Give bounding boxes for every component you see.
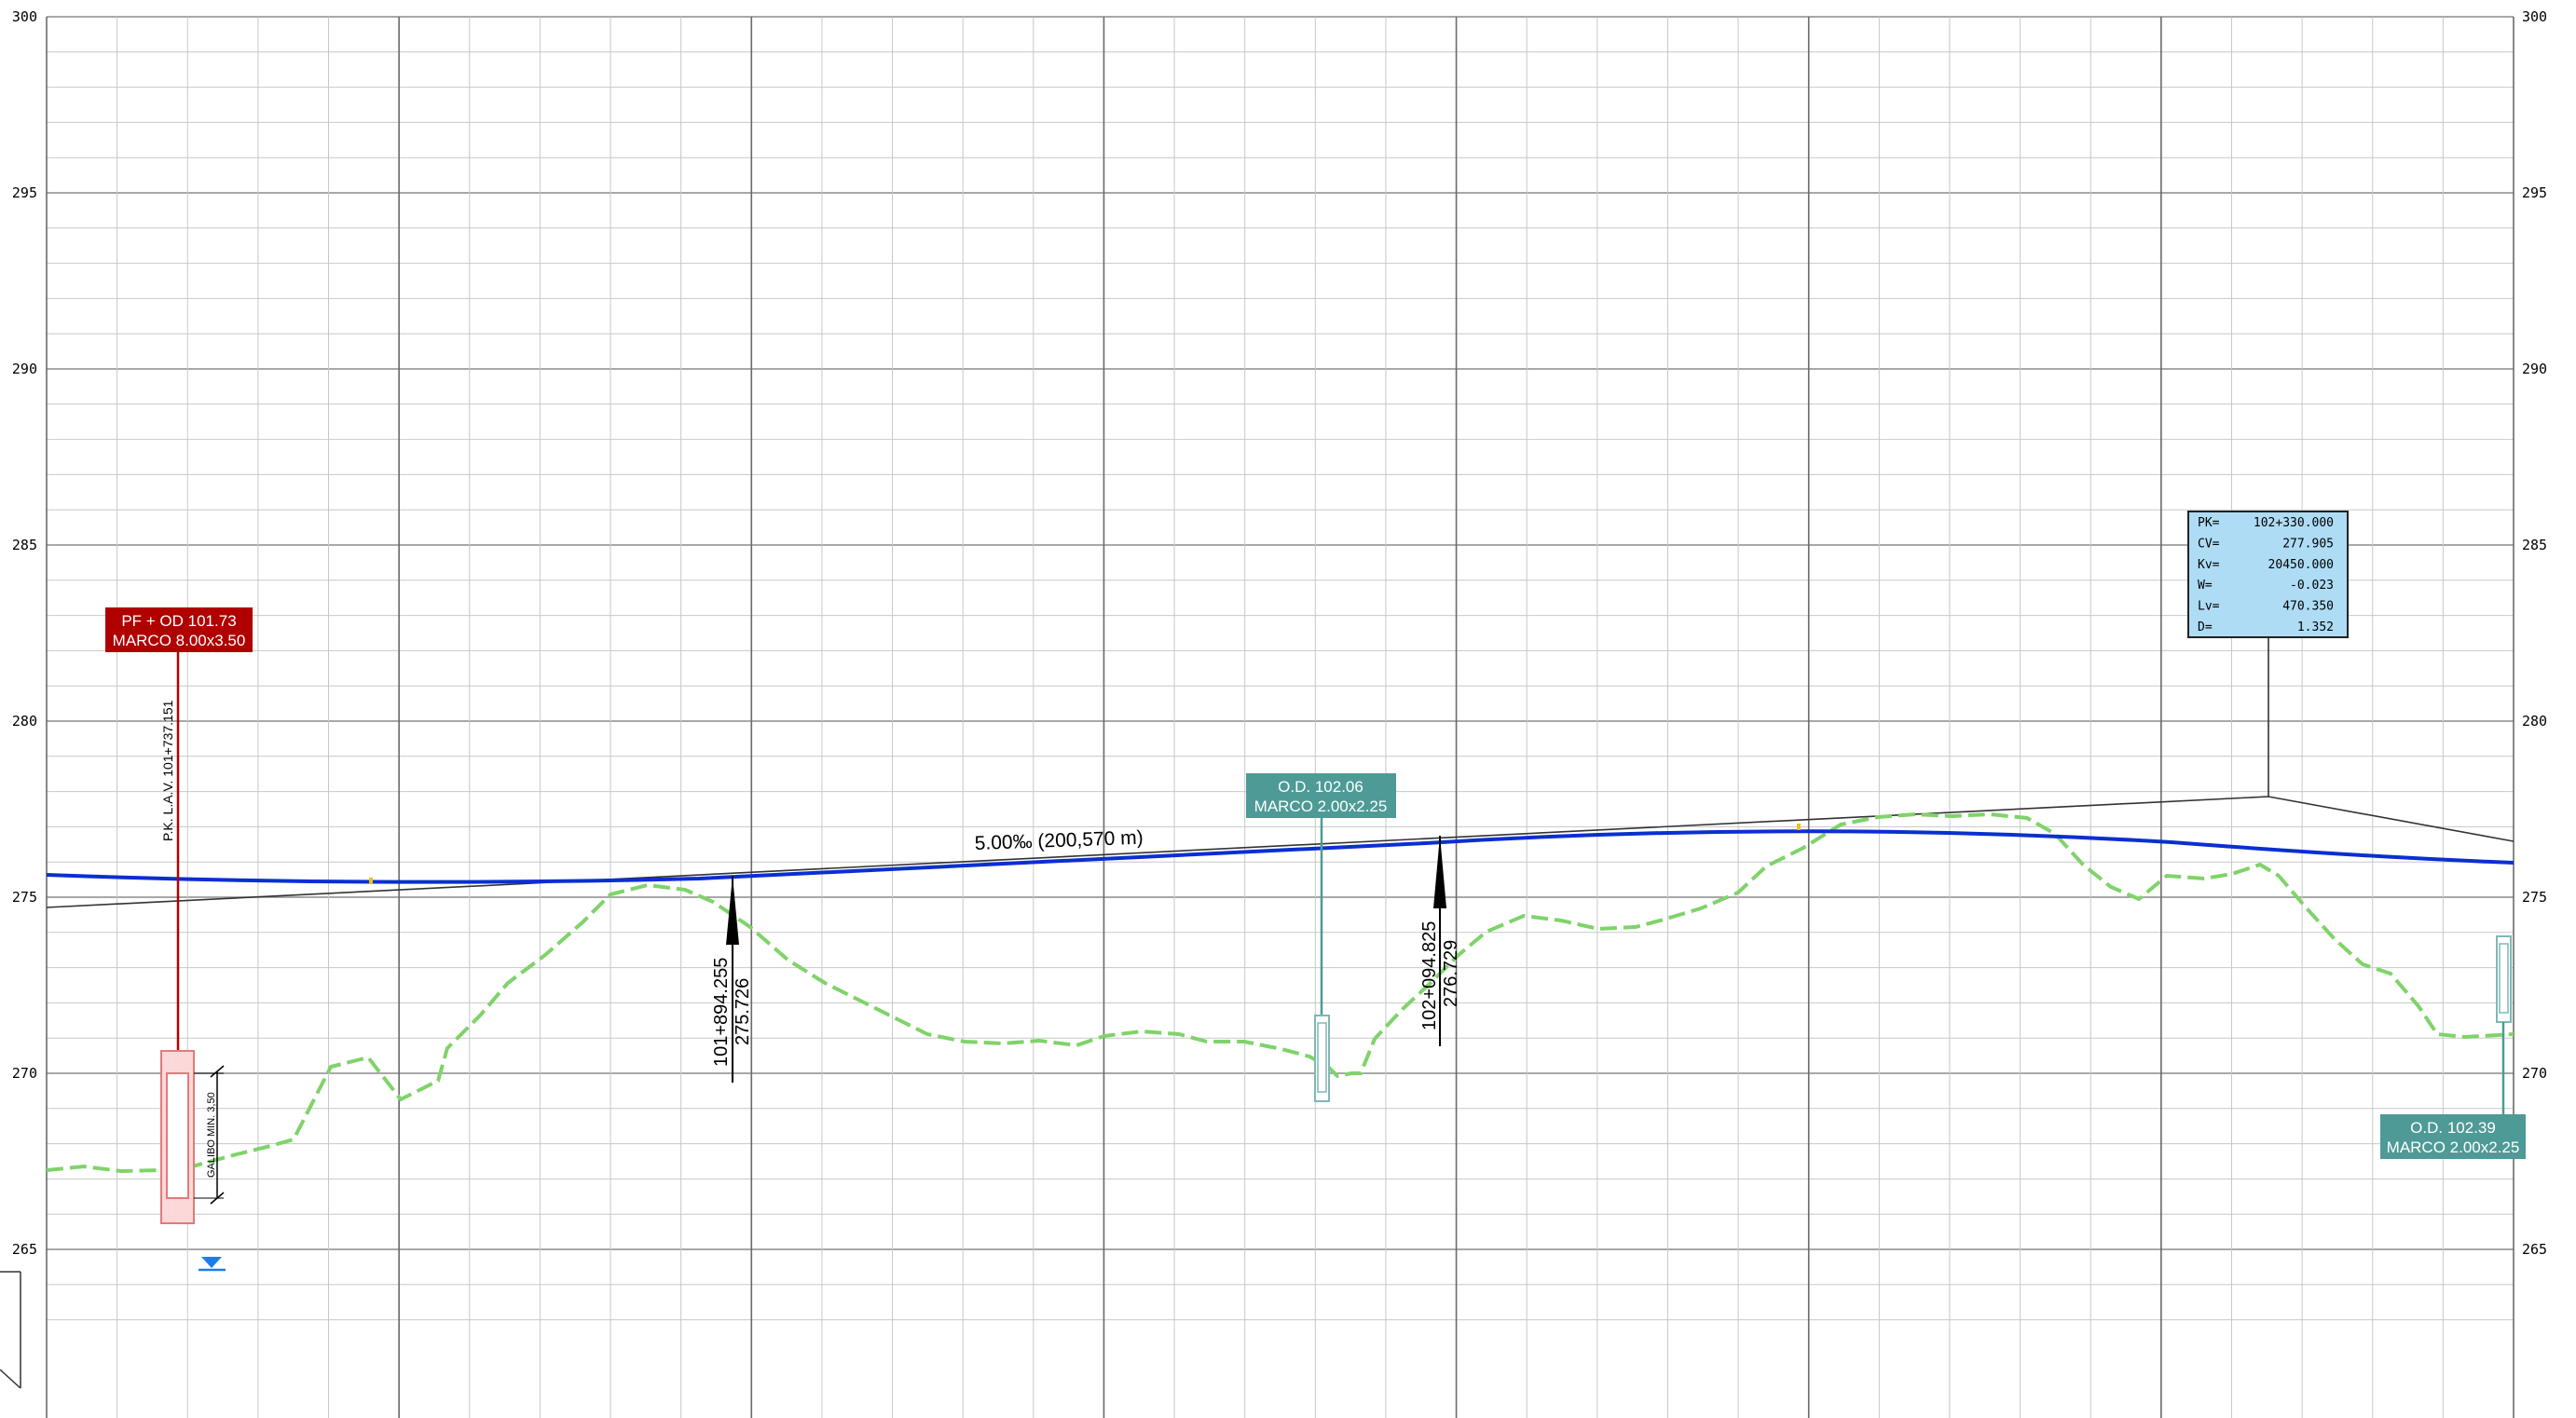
- vc-value: -0.023: [2290, 579, 2334, 593]
- pf-structure: PF + OD 101.73 MARCO 8.00x3.50 P.K. L.A.…: [105, 607, 253, 1272]
- right-tick-label: 290: [2522, 361, 2547, 377]
- od2-label-line1: O.D. 102.39: [2410, 1119, 2496, 1137]
- right-tick-label: 280: [2522, 713, 2547, 729]
- od1-label-line2: MARCO 2.00x2.25: [1254, 798, 1388, 815]
- left-tick-label: 265: [12, 1241, 37, 1258]
- left-tick-label: 275: [12, 889, 37, 906]
- od2-label-line2: MARCO 2.00x2.25: [2387, 1138, 2520, 1156]
- terrain-profile-line: [46, 811, 2514, 1174]
- od2-culvert-inner: [2499, 943, 2509, 1014]
- right-elevation-ticks: 300 295 290 285 280 275 270 265: [2522, 8, 2547, 1258]
- grade-line: [46, 829, 2514, 884]
- left-elevation-ticks: 300 295 290 285 280 275 270 265: [12, 8, 37, 1258]
- left-tick-label: 270: [12, 1065, 37, 1082]
- station-marker-2: 102+094.825 276.729: [1419, 836, 1461, 1046]
- right-tick-label: 265: [2522, 1241, 2547, 1258]
- station-marker-1: 101+894.255 275.726: [711, 876, 753, 1083]
- station-1-pk: 101+894.255: [711, 958, 732, 1067]
- od1-culvert-inner: [1317, 1022, 1327, 1093]
- od2-structure: O.D. 102.39 MARCO 2.00x2.25: [2380, 935, 2526, 1159]
- vc-value: 470.350: [2282, 600, 2334, 614]
- water-level-icon: [201, 1257, 222, 1268]
- grade-marker-1: [369, 878, 373, 884]
- pf-label-line2: MARCO 8.00x3.50: [113, 632, 246, 649]
- left-tick-label: 295: [12, 184, 37, 201]
- left-tick-label: 300: [12, 8, 37, 25]
- od1-label-line1: O.D. 102.06: [1278, 778, 1363, 796]
- vertical-curve-info: PK= 102+330.000 CV= 277.905 Kv= 20450.000 W= -0…: [2187, 511, 2349, 797]
- station-1-elevation: 275.726: [733, 978, 753, 1045]
- right-tick-label: 295: [2522, 184, 2547, 201]
- left-tick-label: 290: [12, 361, 37, 377]
- pf-label-line1: PF + OD 101.73: [121, 612, 236, 630]
- elevation-grid: [46, 16, 2514, 1418]
- station-2-pk: 102+094.825: [1419, 921, 1440, 1030]
- vc-value: 20450.000: [2268, 558, 2334, 572]
- vc-value: 1.352: [2297, 620, 2334, 634]
- pf-pk-label: P.K. L.A.V. 101+737.151: [160, 700, 175, 841]
- right-tick-label: 270: [2522, 1065, 2547, 1082]
- station-1-arrow: [726, 876, 739, 945]
- od1-label-box: [1246, 773, 1396, 818]
- right-tick-label: 300: [2522, 8, 2547, 25]
- pf-gauge-tick-top: [210, 1065, 225, 1078]
- station-2-elevation: 276.729: [1441, 940, 1461, 1007]
- left-tick-label: 285: [12, 537, 37, 553]
- vc-key: CV=: [2198, 537, 2220, 551]
- pf-gauge-label: GALIBO MIN. 3,50: [206, 1092, 217, 1178]
- vc-value: 277.905: [2282, 537, 2334, 551]
- vc-key: Kv=: [2198, 558, 2220, 572]
- vc-key: D=: [2198, 620, 2213, 634]
- right-tick-label: 285: [2522, 537, 2547, 553]
- station-2-arrow: [1433, 836, 1446, 908]
- vc-key: PK=: [2198, 516, 2220, 530]
- vc-key: Lv=: [2198, 600, 2220, 614]
- grade-marker-2: [1797, 824, 1801, 830]
- vertical-curve-box: [2187, 511, 2349, 638]
- pf-culvert-inner: [166, 1072, 189, 1199]
- left-tick-label: 280: [12, 713, 37, 729]
- right-tick-label: 275: [2522, 889, 2547, 906]
- corner-frame: [0, 1271, 21, 1389]
- vc-value: 102+330.000: [2254, 516, 2334, 530]
- od2-label-box: [2380, 1114, 2526, 1159]
- od1-structure: O.D. 102.06 MARCO 2.00x2.25: [1246, 773, 1396, 1102]
- vc-key: W=: [2198, 579, 2213, 593]
- pf-label-box: [105, 607, 253, 652]
